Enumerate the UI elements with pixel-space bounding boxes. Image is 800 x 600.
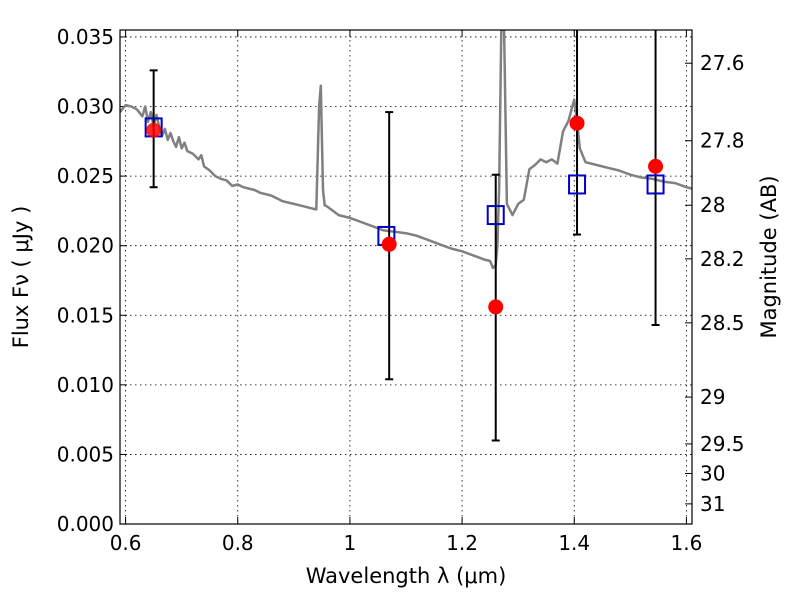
- y-axis-label: Flux Fν ( μJy ): [9, 206, 33, 349]
- y-tick-label: 0.035: [57, 25, 114, 49]
- x-tick-label: 1.6: [670, 531, 702, 555]
- plot-background: [120, 30, 692, 524]
- model-photometry-point: [486, 205, 505, 226]
- x-tick-label: 1.4: [558, 531, 590, 555]
- x-tick-label: 0.8: [222, 531, 254, 555]
- observed-flux-point: [488, 299, 504, 315]
- y-tick-label: 0.025: [57, 164, 114, 188]
- y2-tick-label: 31: [700, 492, 725, 516]
- y-tick-label: 0.020: [57, 234, 114, 258]
- x-tick-label: 1: [344, 531, 357, 555]
- y2-tick-label: 27.8: [700, 129, 745, 153]
- y2-tick-label: 29.5: [700, 432, 745, 456]
- model-photometry-point: [568, 174, 587, 195]
- y2-tick-label: 29: [700, 385, 725, 409]
- y2-tick-label: 27.6: [700, 51, 745, 75]
- plot-frame: [119, 29, 693, 525]
- x-axis-label: Wavelength λ (μm): [306, 564, 507, 588]
- observed-flux-point: [381, 236, 397, 252]
- y2-tick-label: 28: [700, 193, 725, 217]
- y-tick-label: 0.010: [57, 373, 114, 397]
- observed-flux-point: [569, 115, 585, 131]
- y2-tick-label: 28.2: [700, 247, 745, 271]
- y2-tick-label: 28.5: [700, 311, 745, 335]
- model-photometry-point: [646, 174, 665, 195]
- y2-tick-label: 30: [700, 461, 725, 485]
- observed-flux-point: [648, 158, 664, 174]
- observed-flux-point: [146, 122, 162, 138]
- y-tick-label: 0.000: [57, 512, 114, 536]
- x-tick-label: 0.6: [110, 531, 142, 555]
- y-tick-label: 0.030: [57, 95, 114, 119]
- y-tick-label: 0.015: [57, 303, 114, 327]
- plot-data-group: [120, 30, 692, 442]
- y-tick-label: 0.005: [57, 442, 114, 466]
- sed-model-line: [120, 30, 692, 270]
- x-tick-label: 1.2: [446, 531, 478, 555]
- y2-axis-label: Magnitude (AB): [757, 175, 781, 338]
